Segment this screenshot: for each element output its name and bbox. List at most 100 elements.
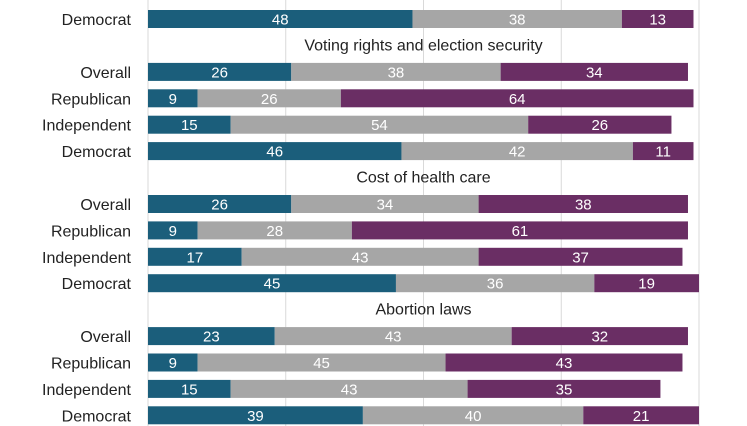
bar-segment bbox=[467, 379, 661, 398]
data-label: 35 bbox=[556, 381, 573, 398]
data-label: 11 bbox=[655, 144, 671, 161]
data-label: 42 bbox=[509, 144, 526, 161]
data-label: 46 bbox=[266, 144, 283, 161]
row-label: Republican bbox=[51, 91, 131, 108]
bar-segment bbox=[148, 142, 402, 161]
row-label: Democrat bbox=[62, 408, 132, 425]
row-label: Independent bbox=[42, 250, 132, 267]
bar-segment bbox=[528, 115, 672, 134]
data-label: 38 bbox=[575, 197, 592, 214]
bar-segment bbox=[362, 406, 584, 425]
bar-segment bbox=[230, 115, 529, 134]
bar-segment bbox=[148, 379, 231, 398]
data-label: 9 bbox=[169, 91, 177, 108]
bar-segment bbox=[148, 115, 231, 134]
data-label: 61 bbox=[512, 223, 529, 240]
data-label: 43 bbox=[556, 355, 573, 372]
bar-rows: Democrat 48 38 13 Overall 26 38 34 Republican 9 26… bbox=[42, 10, 699, 425]
data-label: 40 bbox=[465, 408, 482, 425]
data-label: 43 bbox=[341, 381, 358, 398]
bar-row: Democrat 48 38 13 bbox=[62, 10, 694, 29]
data-label: 32 bbox=[591, 329, 608, 346]
bar-segment bbox=[621, 10, 694, 28]
data-label: 43 bbox=[385, 329, 402, 346]
bar-segment bbox=[197, 89, 341, 108]
bar-row: Republican 9 45 43 bbox=[51, 353, 683, 373]
bar-segment bbox=[412, 10, 622, 28]
row-label: Independent bbox=[42, 118, 132, 135]
bar-segment bbox=[291, 62, 501, 81]
bar-row: Overall 26 34 38 bbox=[80, 195, 688, 214]
bar-segment bbox=[148, 221, 198, 240]
data-label: 39 bbox=[247, 408, 264, 425]
row-label: Overall bbox=[80, 197, 131, 214]
row-label: Democrat bbox=[62, 276, 132, 293]
data-label: 15 bbox=[181, 381, 198, 398]
bar-segment bbox=[197, 353, 446, 372]
data-label: 38 bbox=[388, 64, 405, 81]
row-label: Democrat bbox=[62, 144, 132, 161]
bar-row: Overall 23 43 32 bbox=[80, 327, 688, 346]
bar-segment bbox=[148, 406, 363, 425]
bar-segment bbox=[500, 62, 688, 81]
data-label: 45 bbox=[264, 276, 281, 293]
row-label: Independent bbox=[42, 382, 132, 399]
row-label: Republican bbox=[51, 356, 131, 373]
bar-segment bbox=[351, 221, 688, 240]
bar-row: Republican 9 28 61 bbox=[51, 221, 688, 240]
bar-row: Democrat 39 40 21 bbox=[62, 406, 699, 425]
data-label: 26 bbox=[211, 197, 228, 214]
bar-segment bbox=[583, 406, 699, 425]
bar-segment bbox=[594, 274, 699, 293]
bar-row: Democrat 45 36 19 bbox=[62, 274, 699, 293]
bar-segment bbox=[148, 274, 396, 293]
panel-title: Cost of health care bbox=[356, 170, 490, 187]
panel-titles: Voting rights and election security Cost … bbox=[304, 37, 542, 318]
data-label: 21 bbox=[633, 408, 650, 425]
bar-segment bbox=[478, 247, 683, 266]
panel-title: Voting rights and election security bbox=[304, 37, 542, 54]
data-label: 23 bbox=[203, 329, 220, 346]
data-label: 34 bbox=[377, 197, 394, 214]
data-label: 19 bbox=[638, 276, 655, 293]
bar-segment bbox=[148, 195, 292, 213]
bar-segment bbox=[148, 353, 198, 372]
bar-segment bbox=[148, 247, 242, 266]
bar-segment bbox=[395, 274, 595, 293]
bar-segment bbox=[401, 142, 633, 161]
data-label: 26 bbox=[591, 117, 608, 134]
bar-row: Republican 9 26 64 bbox=[51, 89, 694, 108]
row-label: Republican bbox=[51, 223, 131, 240]
data-label: 34 bbox=[586, 64, 603, 81]
bar-segment bbox=[291, 195, 479, 213]
data-label: 48 bbox=[272, 12, 289, 29]
bar-segment bbox=[478, 195, 688, 213]
bar-segment bbox=[445, 353, 683, 372]
data-label: 9 bbox=[169, 355, 177, 372]
data-label: 54 bbox=[371, 117, 388, 134]
bar-segment bbox=[148, 89, 198, 108]
bar-segment bbox=[148, 327, 275, 346]
bar-row: Democrat 46 42 11 bbox=[62, 142, 694, 161]
bar-row: Overall 26 38 34 bbox=[80, 62, 688, 82]
bar-segment bbox=[230, 379, 468, 398]
bar-segment bbox=[148, 62, 292, 81]
bar-segment bbox=[197, 221, 352, 240]
data-label: 26 bbox=[261, 91, 278, 108]
data-label: 17 bbox=[186, 249, 203, 266]
data-label: 64 bbox=[509, 91, 526, 108]
bar-segment bbox=[340, 89, 694, 108]
data-label: 43 bbox=[352, 249, 369, 266]
row-label: Democrat bbox=[62, 12, 132, 29]
row-label: Overall bbox=[80, 65, 131, 82]
data-label: 9 bbox=[169, 223, 177, 240]
data-label: 28 bbox=[266, 223, 283, 240]
data-label: 36 bbox=[487, 276, 504, 293]
data-label: 26 bbox=[211, 64, 228, 81]
bar-segment bbox=[632, 142, 694, 161]
bar-segment bbox=[511, 327, 688, 346]
panel-title: Abortion laws bbox=[375, 302, 471, 319]
bar-segment bbox=[274, 327, 512, 346]
data-label: 13 bbox=[649, 12, 666, 29]
